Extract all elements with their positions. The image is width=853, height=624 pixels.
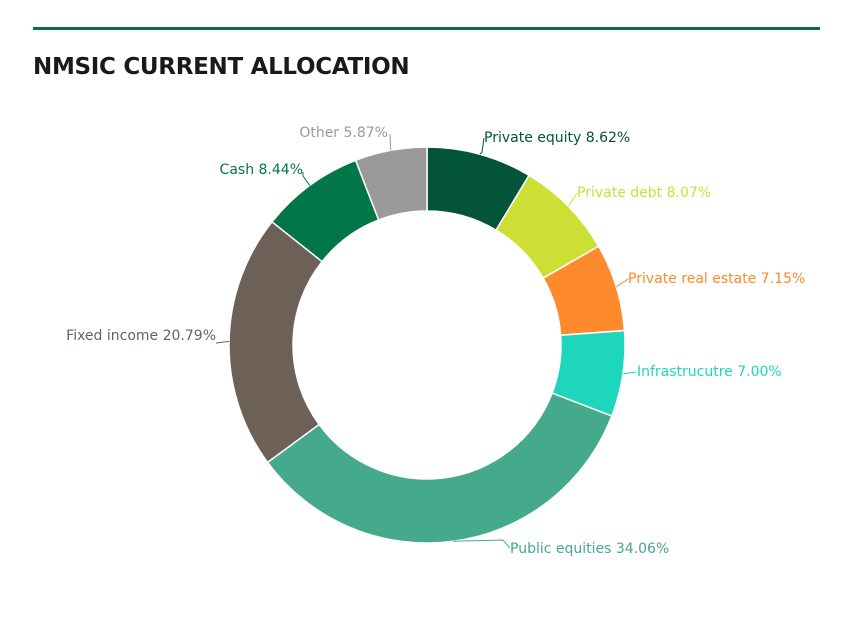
leader-line-private-real-estate <box>616 278 629 288</box>
top-rule <box>33 27 820 30</box>
label-fixed-income: Fixed income 20.79% <box>66 328 216 344</box>
label-private-equity: Private equity 8.62% <box>484 130 630 146</box>
label-private-real-estate: Private real estate 7.15% <box>628 271 805 287</box>
leader-line-private-equity <box>479 137 485 155</box>
leader-line-infrastrucutre <box>622 371 637 375</box>
label-infrastrucutre: Infrastrucutre 7.00% <box>637 364 782 380</box>
leader-line-public-equities <box>453 539 511 549</box>
label-cash: Cash 8.44% <box>220 162 303 178</box>
slices-group <box>228 146 626 544</box>
slice-other[interactable] <box>354 146 428 221</box>
label-public-equities: Public equities 34.06% <box>510 541 669 557</box>
leader-line-other <box>389 133 392 151</box>
leader-lines-group <box>215 133 637 549</box>
leader-line-private-debt <box>567 192 578 207</box>
label-private-debt: Private debt 8.07% <box>577 185 711 201</box>
leader-line-fixed-income <box>215 340 230 344</box>
chart-title: NMSIC CURRENT ALLOCATION <box>33 54 410 80</box>
labels-group: Private equity 8.62% Private debt 8.07% Pr… <box>66 125 805 557</box>
label-other: Other 5.87% <box>299 125 388 141</box>
leader-line-cash <box>302 172 311 186</box>
slice-fixed-income[interactable] <box>228 220 324 464</box>
slice-public-equities[interactable] <box>266 392 613 544</box>
